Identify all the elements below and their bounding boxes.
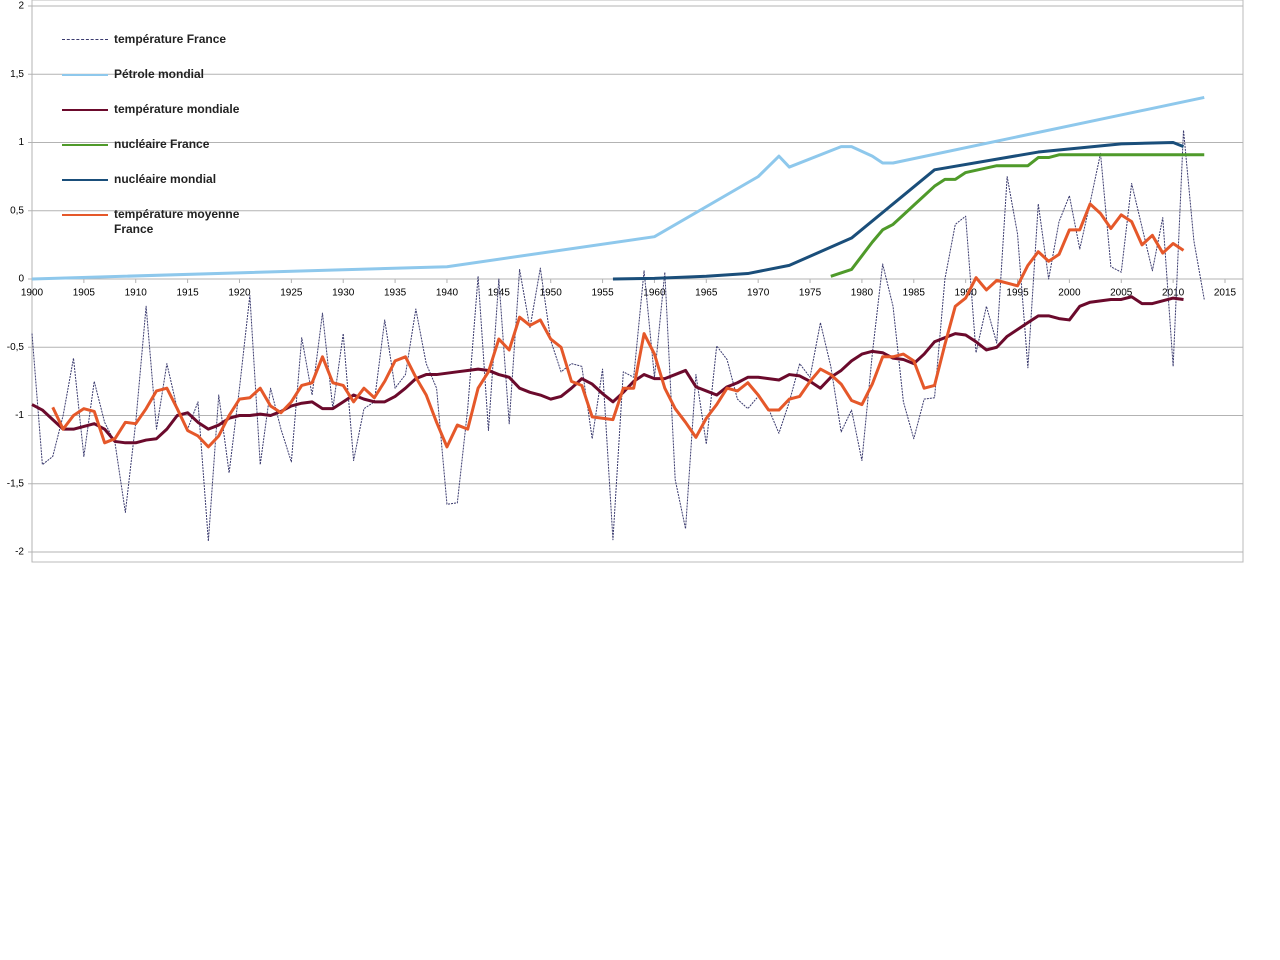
plot-frame (31, 0, 1244, 563)
y-tick-label: -1 (15, 410, 24, 421)
y-tick-label: -2 (15, 547, 24, 558)
x-tick-label: 1980 (851, 288, 874, 299)
legend-label: température France (114, 32, 227, 46)
x-tick-label: 1995 (1006, 288, 1029, 299)
x-tick-label: 1900 (21, 288, 44, 299)
legend-label: Pétrole mondial (114, 67, 205, 81)
x-tick-label: 1975 (799, 288, 822, 299)
legend-swatch (62, 179, 108, 181)
y-tick-label: -1,5 (7, 478, 25, 489)
series-line (31, 295, 1184, 445)
x-tick-label: 1990 (955, 288, 978, 299)
x-tick-label: 1970 (747, 288, 770, 299)
x-tick-label: 1965 (695, 288, 718, 299)
series-line (830, 153, 1205, 278)
y-tick-label: 2 (18, 1, 24, 12)
x-tick-label: 1950 (540, 288, 563, 299)
x-tick-label: 1935 (384, 288, 407, 299)
series-line (31, 129, 1205, 542)
legend-label: nucléaire mondial (114, 172, 217, 186)
x-tick-label: 1985 (903, 288, 926, 299)
legend-swatch (62, 214, 108, 216)
series-line (31, 95, 1205, 281)
x-tick-label: 1910 (125, 288, 148, 299)
x-tick-label: 1940 (436, 288, 459, 299)
x-tick-label: 2015 (1214, 288, 1237, 299)
x-tick-label: 2010 (1162, 288, 1185, 299)
series-line (612, 141, 1185, 281)
x-tick-label: 1920 (228, 288, 251, 299)
x-tick-label: 1960 (643, 288, 666, 299)
x-tick-label: 1905 (73, 288, 96, 299)
legend-label: température mondiale (114, 102, 240, 116)
legend-swatch (62, 144, 108, 146)
legend-label: nucléaire France (114, 137, 210, 151)
y-tick-label: 1 (18, 137, 24, 148)
x-tick-label: 2005 (1110, 288, 1133, 299)
x-tick-label: 1945 (488, 288, 511, 299)
series-line (51, 202, 1185, 449)
y-tick-label: 0 (18, 274, 24, 285)
legend-swatch (62, 74, 108, 76)
legend-label: température moyenne France (114, 207, 240, 236)
x-tick-label: 2000 (1058, 288, 1081, 299)
x-tick-label: 1915 (176, 288, 199, 299)
x-tick-label: 1955 (591, 288, 614, 299)
y-tick-label: 0,5 (10, 205, 24, 216)
x-tick-label: 1925 (280, 288, 303, 299)
legend-swatch (62, 109, 108, 111)
y-tick-label: -0,5 (7, 342, 25, 353)
x-tick-label: 1930 (332, 288, 355, 299)
legend-swatch (62, 39, 108, 40)
y-tick-label: 1,5 (10, 69, 24, 80)
